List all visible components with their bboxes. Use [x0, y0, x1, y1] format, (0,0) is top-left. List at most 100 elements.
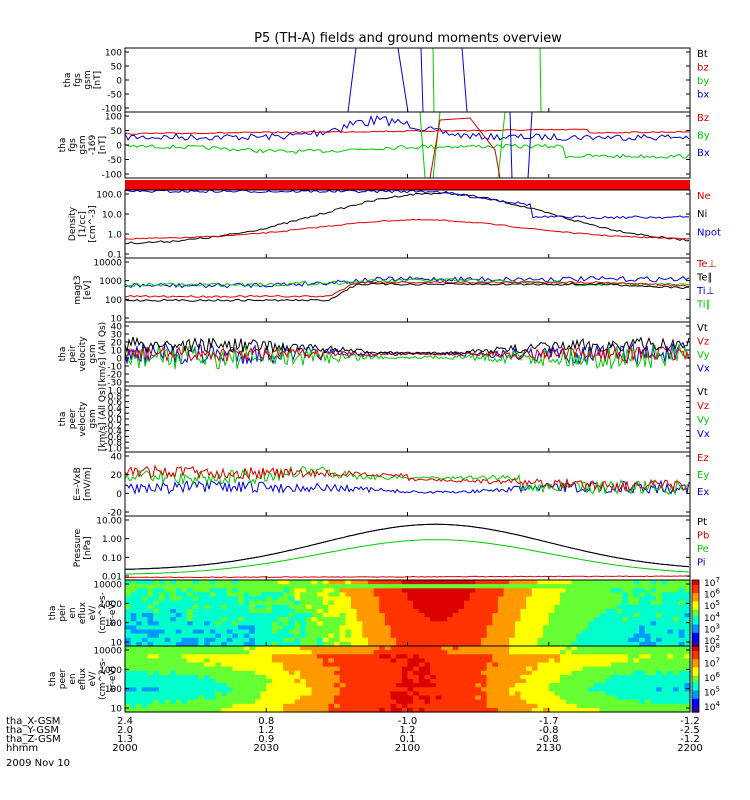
- spectrogram-cell: [277, 654, 284, 659]
- spectrogram-cell: [322, 613, 330, 618]
- spectrogram-cell: [192, 592, 200, 598]
- spectrogram-cell: [328, 683, 335, 688]
- spectrogram-cell: [249, 633, 256, 639]
- spectrogram-cell: [181, 633, 188, 639]
- spectrogram-cell: [243, 670, 250, 676]
- spectrogram-cell: [605, 666, 612, 672]
- spectrogram-cell: [537, 695, 544, 701]
- spectrogram-cell: [300, 641, 307, 647]
- spectrogram-cell: [215, 679, 222, 684]
- spectrogram-cell: [424, 617, 431, 622]
- spectrogram-cell: [351, 588, 358, 593]
- spectrogram-cell: [232, 625, 239, 631]
- spectrogram-cell: [503, 650, 510, 655]
- spectrogram-cell: [175, 703, 183, 709]
- spectrogram-cell: [368, 699, 375, 705]
- spectrogram-cell: [209, 646, 217, 651]
- colorbar-band: [692, 670, 699, 674]
- spectrogram-cell: [260, 703, 267, 709]
- spectrogram-cell: [435, 633, 443, 639]
- spectrogram-cell: [283, 646, 290, 651]
- spectrogram-cell: [379, 629, 386, 635]
- spectrogram-cell: [147, 592, 154, 598]
- spectrogram-cell: [497, 662, 505, 668]
- spectrogram-cell: [616, 707, 623, 713]
- spectrogram-cell: [192, 699, 200, 705]
- spectrogram-cell: [170, 629, 177, 635]
- spectrogram-cell: [300, 633, 307, 639]
- spectrogram-cell: [351, 666, 358, 672]
- spectrogram-cell: [390, 629, 397, 635]
- colorbar-band: [692, 637, 699, 641]
- spectrogram-cell: [531, 670, 539, 676]
- spectrogram-cell: [271, 604, 279, 610]
- spectrogram-cell: [492, 600, 499, 606]
- spectrogram-cell: [526, 633, 533, 639]
- spectrogram-cell: [181, 641, 188, 647]
- spectrogram-cell: [537, 658, 544, 664]
- spectrogram-cell: [198, 683, 205, 688]
- spectrogram-cell: [232, 629, 239, 635]
- spectrogram-cell: [322, 658, 330, 664]
- spectrogram-cell: [509, 613, 516, 618]
- spectrogram-cell: [526, 637, 533, 643]
- spectrogram-cell: [413, 617, 420, 622]
- spectrogram-cell: [164, 613, 171, 618]
- ez-line: [124, 464, 690, 493]
- spectrogram-cell: [390, 613, 397, 618]
- axis-row-value: 2130: [536, 743, 561, 754]
- spectrogram-cell: [531, 687, 539, 692]
- spectrogram-cell: [181, 703, 188, 709]
- spectrogram-cell: [678, 641, 685, 647]
- spectrogram-cell: [486, 662, 493, 668]
- spectrogram-cell: [311, 646, 318, 651]
- spectrogram-cell: [678, 683, 685, 688]
- spectrogram-cell: [255, 617, 262, 622]
- by-line: [432, 47, 435, 113]
- spectrogram-cell: [232, 707, 239, 713]
- spectrogram-cell: [158, 608, 166, 614]
- spectrogram-cell: [486, 654, 493, 659]
- spectrogram-cell: [277, 580, 284, 585]
- spectrogram-cell: [475, 629, 482, 635]
- spectrogram-cell: [305, 654, 313, 659]
- spectrogram-cell: [311, 650, 318, 655]
- y-tick-label: 10.0: [102, 211, 122, 221]
- spectrogram-cell: [288, 703, 296, 709]
- y-tick-label: 100.0: [96, 191, 122, 201]
- spectrogram-cell: [650, 679, 657, 684]
- spectrogram-cell: [379, 670, 386, 676]
- spectrogram-cell: [384, 695, 392, 701]
- spectrogram-cell: [136, 613, 143, 618]
- spectrogram-cell: [283, 695, 290, 701]
- spectrogram-cell: [379, 600, 386, 606]
- spectrogram-cell: [531, 604, 539, 610]
- spectrogram-cell: [198, 592, 205, 598]
- colorbar-band: [692, 593, 699, 596]
- spectrogram-cell: [639, 687, 646, 692]
- spectrogram-cell: [526, 699, 533, 705]
- spectrogram-cell: [204, 691, 211, 697]
- spectrogram-cell: [204, 650, 211, 655]
- spectrogram-cell: [594, 592, 601, 598]
- spectrogram-cell: [339, 683, 346, 688]
- spectrogram-cell: [283, 666, 290, 672]
- colorbar-band: [692, 596, 699, 599]
- spectrogram-cell: [260, 707, 267, 713]
- spectrogram-cell: [639, 608, 646, 614]
- y-tick-label: 10: [111, 705, 123, 715]
- spectrogram-cell: [181, 608, 188, 614]
- spectrogram-cell: [192, 625, 200, 631]
- spectrogram-cell: [509, 703, 516, 709]
- spectrogram-cell: [418, 633, 426, 639]
- spectrogram-cell: [418, 646, 426, 651]
- spectrogram-cell: [283, 629, 290, 635]
- spectrogram-cell: [497, 608, 505, 614]
- colorbar-band: [692, 641, 699, 644]
- spectrogram-cell: [543, 670, 550, 676]
- spectrogram-cell: [644, 646, 652, 651]
- spectrogram-cell: [486, 666, 493, 672]
- spectrogram-cell: [492, 650, 499, 655]
- spectrogram-cell: [565, 691, 572, 697]
